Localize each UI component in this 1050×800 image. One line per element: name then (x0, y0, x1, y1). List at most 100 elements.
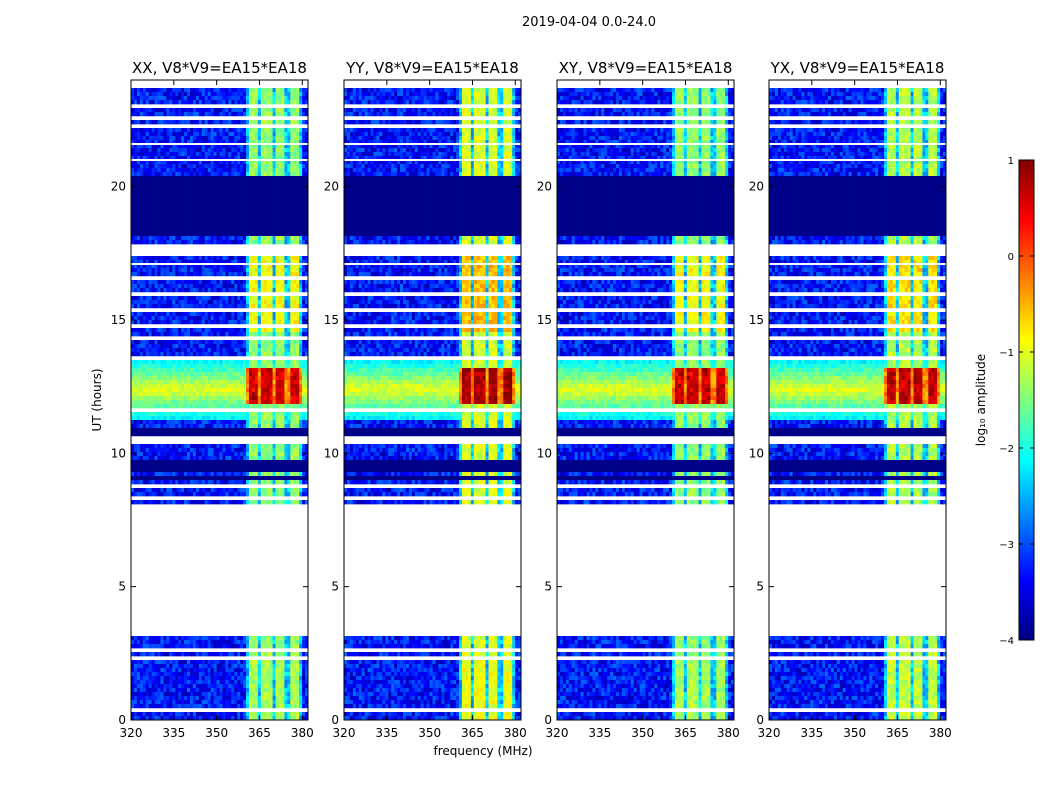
heatmap-cell (175, 140, 179, 145)
heatmap-cell (163, 472, 167, 477)
heatmap-cell (246, 352, 250, 357)
heatmap-cell (131, 160, 135, 165)
heatmap-cell (287, 184, 291, 189)
heatmap-cell (187, 156, 191, 161)
heatmap-cell (175, 220, 179, 225)
heatmap-cell (269, 100, 273, 105)
heatmap-cell (281, 236, 285, 241)
heatmap-cell (257, 432, 262, 437)
heatmap-cell (192, 180, 197, 185)
heatmap-cell (157, 208, 161, 213)
heatmap-cell (169, 376, 173, 381)
heatmap-cell (172, 432, 176, 437)
heatmap-cell (184, 380, 188, 385)
heatmap-cell (131, 396, 135, 401)
heatmap-cell (136, 92, 141, 97)
heatmap-cell (275, 456, 279, 461)
heatmap-cell (302, 464, 306, 469)
heatmap-cell (204, 344, 209, 349)
heatmap-cell (157, 348, 161, 353)
heatmap-cell (190, 340, 194, 345)
heatmap-cell (305, 464, 309, 469)
heatmap-cell (201, 404, 206, 409)
heatmap-cell (157, 128, 161, 133)
heatmap-cell (228, 376, 232, 381)
heatmap-cell (269, 400, 273, 405)
heatmap-cell (251, 316, 256, 321)
heatmap-cell (251, 460, 256, 465)
heatmap-cell (219, 380, 223, 385)
heatmap-cell (157, 260, 161, 265)
heatmap-cell (151, 380, 155, 385)
heatmap-cell (254, 332, 259, 337)
heatmap-cell (240, 312, 244, 317)
heatmap-cell (266, 404, 270, 409)
heatmap-cell (184, 144, 188, 149)
heatmap-cell (201, 204, 206, 209)
heatmap-cell (305, 100, 309, 105)
heatmap-cell (284, 312, 288, 317)
heatmap-cell (157, 96, 161, 101)
heatmap-cell (293, 340, 297, 345)
heatmap-cell (269, 220, 273, 225)
heatmap-cell (210, 368, 214, 373)
heatmap-cell (284, 444, 288, 449)
heatmap-cell (228, 384, 232, 389)
heatmap-cell (269, 304, 273, 309)
heatmap-cell (287, 224, 291, 229)
heatmap-cell (240, 476, 244, 481)
heatmap-cell (172, 448, 176, 453)
heatmap-cell (278, 416, 282, 421)
heatmap-cell (184, 236, 188, 241)
heatmap-cell (210, 404, 214, 409)
heatmap-cell (275, 468, 279, 473)
heatmap-cell (281, 136, 285, 141)
heatmap-cell (198, 332, 203, 337)
heatmap-cell (302, 360, 306, 365)
heatmap-cell (210, 88, 214, 93)
heatmap-cell (207, 456, 211, 461)
heatmap-cell (192, 240, 197, 245)
heatmap-cell (222, 232, 226, 237)
heatmap-cell (225, 448, 229, 453)
heatmap-cell (195, 376, 200, 381)
heatmap-cell (175, 444, 179, 449)
heatmap-cell (269, 140, 273, 145)
heatmap-cell (216, 472, 220, 477)
heatmap-cell (293, 456, 297, 461)
heatmap-cell (172, 452, 176, 457)
heatmap-cell (284, 396, 288, 401)
heatmap-cell (263, 144, 268, 149)
heatmap-cell (210, 120, 214, 125)
heatmap-cell (210, 196, 214, 201)
heatmap-cell (231, 204, 235, 209)
heatmap-cell (249, 156, 253, 161)
heatmap-cell (163, 220, 167, 225)
heatmap-cell (302, 96, 306, 101)
heatmap-cell (275, 200, 279, 205)
heatmap-cell (249, 464, 253, 469)
heatmap-cell (305, 96, 309, 101)
heatmap-cell (266, 388, 270, 393)
heatmap-cell (192, 380, 197, 385)
heatmap-cell (190, 368, 194, 373)
heatmap-cell (216, 100, 220, 105)
heatmap-cell (234, 112, 238, 117)
heatmap-cell (136, 416, 141, 421)
heatmap-cell (290, 228, 294, 233)
heatmap-cell (216, 304, 220, 309)
heatmap-cell (151, 452, 155, 457)
heatmap-cell (160, 296, 164, 301)
heatmap-cell (216, 360, 220, 365)
heatmap-cell (166, 368, 170, 373)
heatmap-cell (145, 364, 150, 369)
heatmap-cell (172, 288, 176, 293)
heatmap-cell (222, 176, 226, 181)
heatmap-cell (299, 456, 303, 461)
heatmap-cell (216, 136, 220, 141)
heatmap-cell (219, 396, 223, 401)
heatmap-cell (237, 416, 241, 421)
heatmap-cell (187, 452, 191, 457)
heatmap-cell (260, 216, 265, 221)
heatmap-cell (157, 344, 161, 349)
